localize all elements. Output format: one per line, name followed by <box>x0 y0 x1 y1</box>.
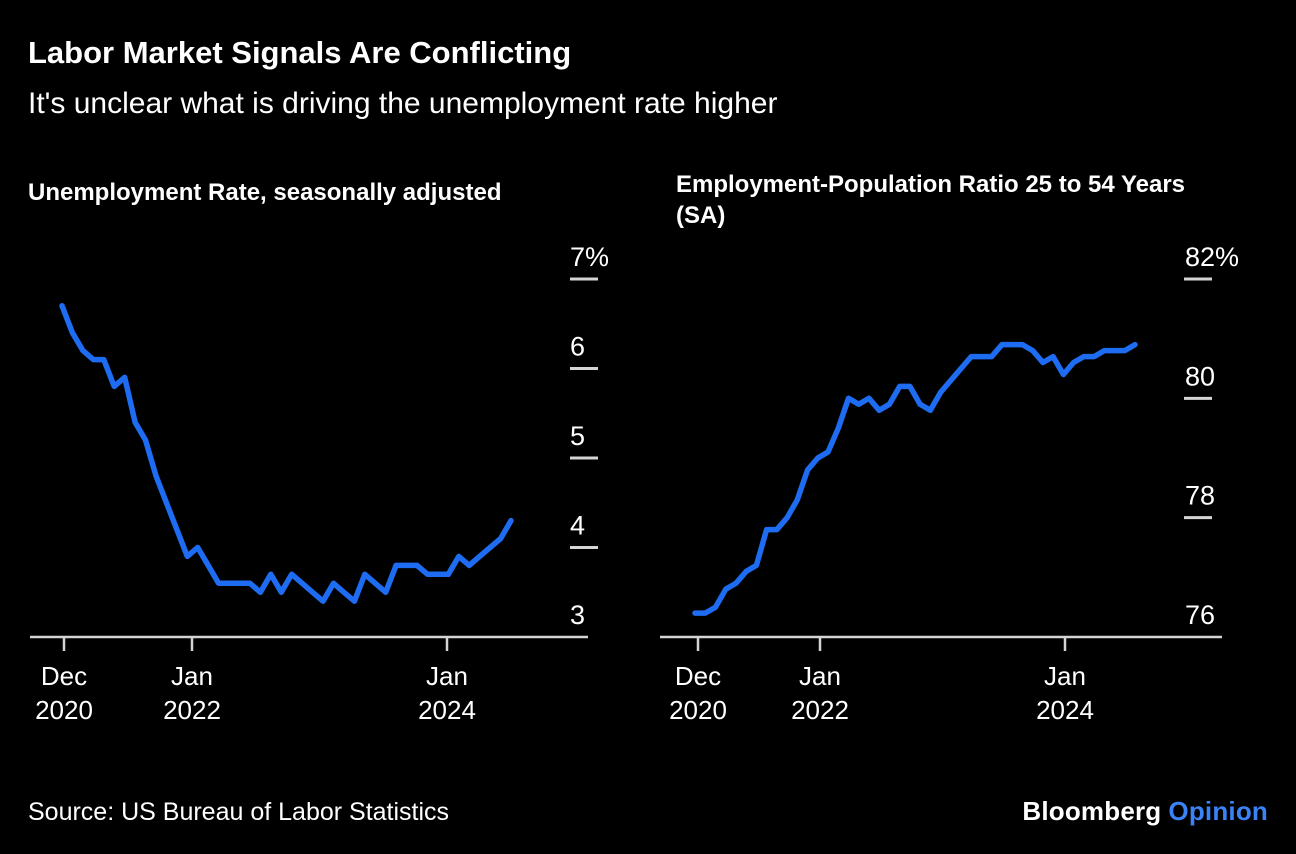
chart-panel-epop: Employment-Population Ratio 25 to 54 Yea… <box>648 166 1296 729</box>
x-tick-label-year: 2022 <box>163 695 221 725</box>
chart-panel-unemployment: Unemployment Rate, seasonally adjusted D… <box>0 166 648 729</box>
epop-line <box>692 341 1138 616</box>
footer: Source: US Bureau of Labor Statistics Bl… <box>0 796 1296 827</box>
x-tick-label-month: Jan <box>171 661 213 691</box>
x-tick-label-month: Dec <box>41 661 87 691</box>
charts-row: Unemployment Rate, seasonally adjusted D… <box>0 166 1296 729</box>
bloomberg-opinion-logo: Bloomberg Opinion <box>1022 796 1268 827</box>
x-tick-label-year: 2024 <box>418 695 476 725</box>
unemployment-rate-chart: Dec 2020 Jan 2022 Jan 2024 7% 6 5 4 3 <box>30 242 609 725</box>
page-title: Labor Market Signals Are Conflicting <box>28 35 572 70</box>
y-axis-label: 4 <box>570 511 585 541</box>
y-axis-label: 5 <box>570 421 585 451</box>
y-axis-label: 78 <box>1185 481 1215 511</box>
x-tick-label-year: 2024 <box>1036 695 1094 725</box>
source-note: Source: US Bureau of Labor Statistics <box>28 798 450 826</box>
y-axis-label: 6 <box>570 332 585 362</box>
y-axis-label: 80 <box>1185 361 1215 391</box>
y-axis-label: 76 <box>1185 600 1215 630</box>
x-tick-label-month: Dec <box>675 661 721 691</box>
employment-population-ratio-chart: Dec 2020 Jan 2022 Jan 2024 82% 80 78 76 <box>660 242 1239 725</box>
chart-title-epop: Employment-Population Ratio 25 to 54 Yea… <box>676 171 1186 229</box>
y-axis-label: 3 <box>570 600 585 630</box>
chart-title-unemployment: Unemployment Rate, seasonally adjusted <box>28 179 502 206</box>
unemployment-line <box>59 303 514 604</box>
x-tick-label-year: 2020 <box>35 695 93 725</box>
y-axis-label: 7% <box>570 242 609 272</box>
y-axis-label: 82% <box>1185 242 1239 272</box>
brand-opinion: Opinion <box>1168 796 1268 826</box>
x-tick-label-month: Jan <box>426 661 468 691</box>
brand-bloomberg: Bloomberg <box>1022 796 1162 826</box>
page-subtitle: It's unclear what is driving the unemplo… <box>28 87 778 120</box>
header: Labor Market Signals Are Conflicting It'… <box>0 0 1296 122</box>
x-tick-label-year: 2020 <box>669 695 727 725</box>
x-tick-label-month: Jan <box>1044 661 1086 691</box>
x-tick-label-month: Jan <box>799 661 841 691</box>
x-tick-label-year: 2022 <box>791 695 849 725</box>
